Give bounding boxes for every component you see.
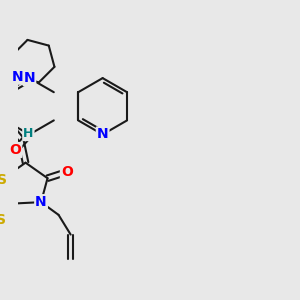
Text: N: N [35,195,47,209]
Text: S: S [0,213,6,227]
Text: S: S [0,172,7,187]
Text: O: O [61,165,73,179]
Text: O: O [9,143,21,157]
Text: N: N [24,71,35,85]
Text: H: H [23,127,34,140]
Text: N: N [97,128,109,142]
Text: N: N [12,70,23,84]
